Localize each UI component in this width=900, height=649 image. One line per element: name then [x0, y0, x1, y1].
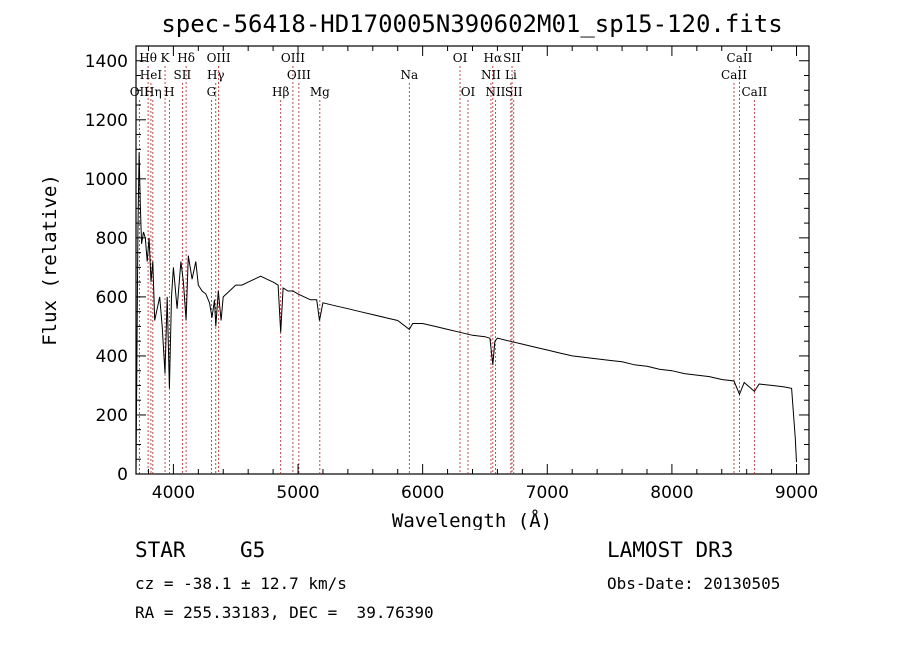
x-tick-label: 8000: [650, 483, 693, 503]
chart-title: spec-56418-HD170005N390602M01_sp15-120.f…: [161, 10, 782, 38]
line-label: Li: [505, 68, 517, 82]
line-label: NII: [485, 85, 505, 99]
line-label: SII: [505, 85, 523, 99]
spectrum-line: [135, 152, 797, 475]
redshift-text: cz = -38.1 ± 12.7 km/s: [135, 574, 347, 593]
x-tick-label: 6000: [401, 483, 444, 503]
line-label: OIII: [287, 68, 311, 82]
x-axis-label: Wavelength (Å): [392, 509, 552, 530]
y-tick-label: 0: [117, 465, 128, 485]
y-tick-label: 1200: [85, 111, 128, 131]
line-label: Na: [400, 68, 418, 82]
survey-name: LAMOST DR3: [607, 538, 734, 562]
x-tick-label: 9000: [775, 483, 818, 503]
line-label: Hθ: [139, 51, 157, 65]
subclass: G5: [240, 538, 266, 562]
line-label: CaII: [727, 51, 753, 65]
x-axis-ticks: 4000 5000 6000 7000 8000 9000: [147, 46, 818, 503]
y-tick-label: 400: [96, 347, 128, 367]
y-tick-label: 1000: [85, 170, 128, 190]
spectrum-chart: spec-56418-HD170005N390602M01_sp15-120.f…: [39, 10, 818, 530]
line-label: Hα: [484, 51, 503, 65]
x-tick-label: 7000: [526, 483, 569, 503]
line-label: G: [207, 85, 217, 99]
y-tick-label: 800: [96, 229, 128, 249]
line-label: CaII: [741, 85, 767, 99]
spectral-line-markers: [138, 66, 755, 474]
line-label: SII: [503, 51, 521, 65]
line-label: HeI: [140, 68, 163, 82]
plot-frame: [135, 45, 810, 475]
line-label: CaII: [721, 68, 747, 82]
line-label: OIII: [281, 51, 305, 65]
y-tick-label: 600: [96, 288, 128, 308]
line-label: Hδ: [177, 51, 195, 65]
line-label: Hη: [144, 85, 162, 99]
line-label: Mg: [310, 85, 330, 99]
y-axis-label: Flux (relative): [39, 174, 61, 346]
y-axis-ticks: 0 200 400 600 800 1000 1200 1400: [85, 52, 809, 485]
line-label: NII: [481, 68, 501, 82]
line-label: K: [161, 51, 171, 65]
line-label: H: [164, 85, 174, 99]
line-label: SII: [174, 68, 192, 82]
obs-date: Obs-Date: 20130505: [607, 574, 781, 593]
coordinates: RA = 255.33183, DEC = 39.76390: [135, 603, 434, 622]
y-tick-label: 200: [96, 406, 128, 426]
object-class: STAR: [135, 538, 186, 562]
line-label: OI: [461, 85, 476, 99]
y-tick-label: 1400: [85, 52, 128, 72]
x-tick-label: 4000: [152, 483, 195, 503]
line-label: OIII: [207, 51, 231, 65]
line-label: Hβ: [272, 85, 289, 99]
line-label: Hγ: [207, 68, 225, 82]
line-label: OI: [453, 51, 468, 65]
x-tick-label: 5000: [276, 483, 319, 503]
line-label: OII: [130, 85, 150, 99]
